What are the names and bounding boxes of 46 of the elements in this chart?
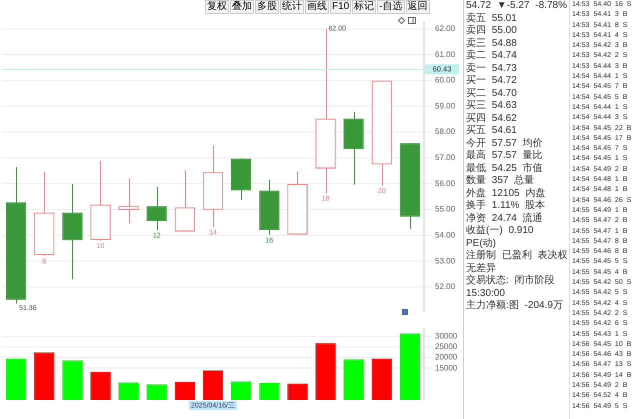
y-tick-label: 54.00: [435, 230, 456, 240]
text: 卖三 54.88: [466, 38, 518, 50]
text: 外盘 12105 内盘: [466, 188, 546, 200]
text: 最高 57.57 量比: [466, 150, 544, 162]
text: 最低 54.25 市值: [466, 162, 544, 174]
text: 换手 1.11% 股本: [466, 200, 546, 212]
text: 卖一 54.73: [466, 62, 518, 75]
text: 净资 24.74 流通: [466, 212, 544, 225]
y-tick-label: 25000: [435, 342, 458, 352]
text: 买五 54.61: [466, 125, 518, 138]
y-tick-label: 15000: [435, 363, 458, 372]
y-tick-label: 53.00: [435, 256, 456, 266]
text: 卖五 55.01: [466, 12, 518, 24]
text: 54.72 ▼-5.27 -8.78%: [466, 0, 568, 12]
y-tick-label: 55.00: [435, 204, 456, 214]
text: 标记: [352, 0, 376, 14]
text: 画线: [305, 0, 329, 14]
text: 买三 54.63: [466, 100, 518, 112]
text: 卖四 55.00: [466, 25, 518, 38]
text: 今开 57.57 均价: [466, 138, 544, 150]
text: 统计: [280, 0, 304, 14]
text: 买一 54.72: [466, 75, 518, 88]
y-tick-label: 57.00: [435, 153, 456, 162]
y-tick-label: 52.00: [435, 282, 456, 292]
y-tick-label: 58.00: [435, 127, 456, 136]
text: 复权: [205, 0, 229, 14]
text: 卖二 54.74: [466, 50, 518, 62]
y-tick-label: 56.00: [435, 178, 456, 188]
text: -自选: [377, 0, 405, 14]
text: 叠加: [230, 0, 254, 14]
text: F10: [330, 0, 352, 14]
y-tick-label: 30000: [435, 331, 458, 340]
text: 注册制 已盈利 表决权无差异: [466, 250, 569, 274]
text: 数量 357 总量: [466, 175, 536, 188]
text: 收益(一) 0.910 PE(动): [466, 225, 534, 250]
text: 主力净额:图 -204.9万: [466, 300, 564, 312]
y-tick-label: 62.00: [435, 24, 456, 33]
y-tick-label: 60.00: [435, 76, 456, 85]
text: 买二 54.70: [466, 88, 518, 100]
y-tick-label: 61.00: [435, 50, 456, 59]
y-tick-label: 59.00: [435, 101, 456, 110]
text: 多股: [255, 0, 279, 14]
text: 买四 54.62: [466, 112, 518, 125]
text: 返回: [406, 0, 430, 14]
text: 交易状态: 闭市阶段 15:30:00: [466, 275, 556, 300]
y-tick-label: 20000: [435, 352, 458, 362]
